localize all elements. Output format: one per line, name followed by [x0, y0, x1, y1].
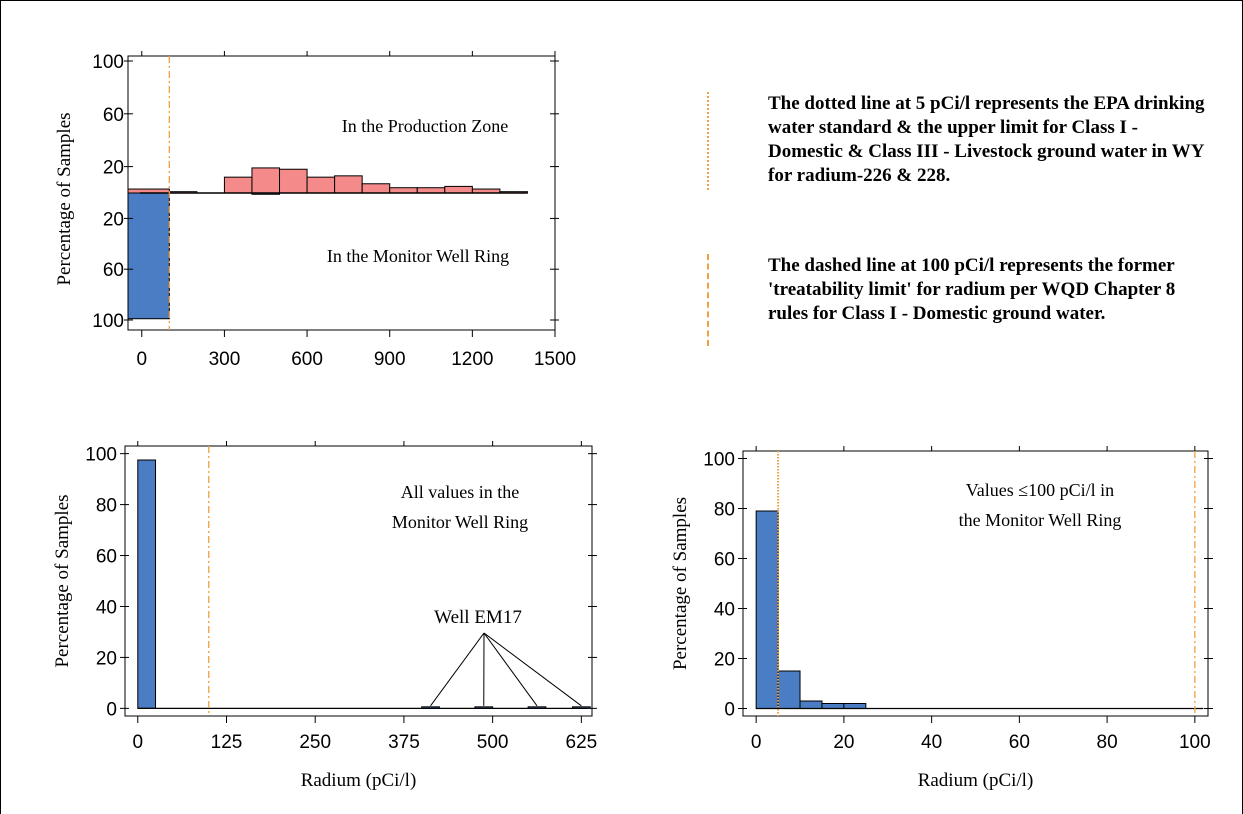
bar	[843, 703, 867, 709]
x-axis-label: Radium (pCi/l)	[301, 770, 417, 791]
dashed-line-note: The dashed line at 100 pCi/l represents …	[768, 255, 1176, 324]
bar-production-zone	[279, 168, 308, 194]
x-tick-label: 0	[136, 349, 147, 370]
plot-frame	[742, 450, 1209, 717]
y-tick-label: 0	[106, 699, 117, 720]
y-tick-label: 100	[92, 311, 124, 332]
x-tick-label: 375	[388, 732, 420, 753]
bar	[137, 459, 157, 709]
annotation-leader-line	[430, 632, 485, 707]
bar	[755, 510, 779, 709]
annotation-title-line: the Monitor Well Ring	[959, 510, 1122, 530]
annotation-leader-line	[483, 632, 538, 707]
annotation-leader-line	[483, 632, 582, 707]
x-tick-label: 300	[209, 349, 241, 370]
annotation-production-zone: In the Production Zone	[342, 116, 508, 136]
annotation-title-line: Values ≤100 pCi/l in	[966, 480, 1114, 500]
y-tick-label: 40	[714, 600, 735, 621]
y-axis-label: Percentage of Samples	[52, 494, 73, 667]
bar-production-zone	[223, 176, 253, 194]
x-tick-label: 100	[1179, 732, 1211, 753]
x-tick-label: 20	[833, 732, 854, 753]
annotation-title-line: All values in the	[401, 482, 519, 502]
bar-production-zone	[416, 187, 446, 194]
bar-production-zone	[389, 187, 418, 194]
x-tick-label: 900	[374, 349, 406, 370]
x-tick-label: 0	[751, 732, 762, 753]
x-tick-label: 0	[132, 732, 143, 753]
x-tick-label: 600	[291, 349, 323, 370]
y-tick-label: 100	[92, 52, 124, 73]
bar-production-zone	[444, 185, 473, 194]
annotation-monitor-well-ring: In the Monitor Well Ring	[327, 246, 509, 266]
x-tick-label: 40	[921, 732, 942, 753]
x-tick-label: 1500	[534, 349, 576, 370]
bar	[821, 703, 845, 709]
chart-top-production-vs-monitor: 0 300 600 900 1200 1500 20 60 100 20 60 100 Percenta…	[54, 51, 576, 370]
y-tick-label: 100	[85, 445, 117, 466]
y-tick-label: 80	[714, 500, 735, 521]
x-tick-label: 80	[1097, 732, 1118, 753]
x-tick-label: 250	[299, 732, 331, 753]
x-tick-label: 60	[1009, 732, 1030, 753]
y-tick-label: 60	[714, 550, 735, 571]
y-tick-label: 20	[103, 209, 124, 230]
dotted-line-legend-mark	[707, 92, 709, 190]
y-axis-label: Percentage of Samples	[54, 112, 75, 285]
y-tick-label: 100	[703, 450, 735, 471]
y-tick-label: 20	[714, 650, 735, 671]
bar-production-zone	[361, 183, 391, 194]
x-tick-label: 625	[566, 732, 598, 753]
y-tick-label: 60	[103, 105, 124, 126]
bar	[777, 670, 801, 709]
chart-bottom-right-values-below-100: 0 20 40 60 80 100 0 20 40 60 80 100 Radium (pCi/l) Pe…	[670, 446, 1213, 791]
y-tick-label: 20	[96, 648, 117, 669]
x-tick-label: 500	[477, 732, 509, 753]
y-tick-label: 80	[96, 496, 117, 517]
annotation-well-em17: Well EM17	[434, 607, 522, 628]
dashed-line-legend-mark	[707, 254, 709, 346]
x-tick-label: 125	[211, 732, 243, 753]
bar-production-zone	[334, 175, 363, 194]
bar	[799, 700, 823, 709]
bar-production-zone	[251, 167, 281, 194]
y-tick-label: 60	[103, 260, 124, 281]
y-tick-label: 40	[96, 597, 117, 618]
x-tick-label: 1200	[451, 349, 493, 370]
plot-frame	[124, 445, 593, 717]
dotted-line-note: The dotted line at 5 pCi/l represents th…	[768, 93, 1205, 186]
chart-bottom-left-all-values: 0 125 250 375 500 625 0 20 40 60 80 100 Radium (pCi/…	[52, 441, 597, 791]
bar-production-zone	[306, 176, 336, 194]
bar-monitor-well-ring	[127, 192, 170, 320]
y-tick-label: 60	[96, 547, 117, 568]
y-axis-label: Percentage of Samples	[670, 497, 691, 670]
annotation-title-line: Monitor Well Ring	[392, 512, 528, 532]
x-axis-label: Radium (pCi/l)	[918, 770, 1034, 791]
y-tick-label: 20	[103, 158, 124, 179]
y-tick-label: 0	[724, 700, 735, 721]
